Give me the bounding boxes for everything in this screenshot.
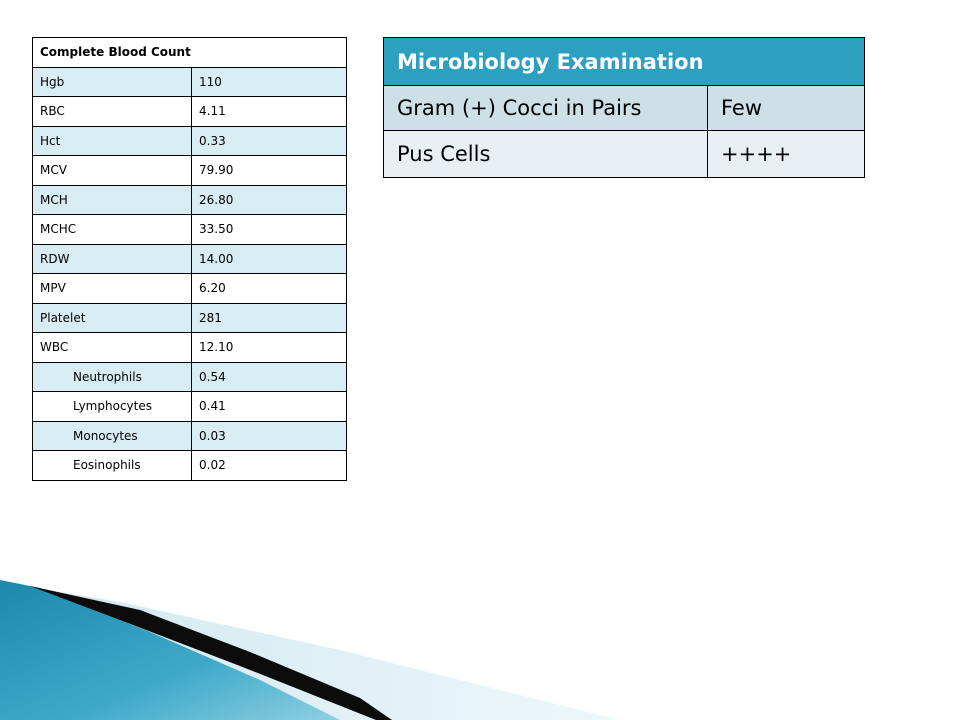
cbc-label-platelet: Platelet: [32, 302, 192, 333]
table-row: Hct 0.33: [32, 125, 347, 156]
cbc-value-rdw: 14.00: [191, 243, 347, 274]
cbc-value-hct: 0.33: [191, 125, 347, 156]
table-row: Platelet 281: [32, 302, 347, 333]
table-row: RBC 4.11: [32, 96, 347, 127]
cbc-title: Complete Blood Count: [32, 37, 347, 68]
cbc-value-hgb: 110: [191, 66, 347, 97]
cbc-value-mpv: 6.20: [191, 273, 347, 304]
cbc-label-mchc: MCHC: [32, 214, 192, 245]
cbc-label-lymphocytes: Lymphocytes: [32, 391, 192, 422]
micro-value-pus: ++++: [707, 130, 865, 178]
table-row: Pus Cells ++++: [383, 130, 865, 178]
cbc-label-mch: MCH: [32, 184, 192, 215]
cbc-header-row: Complete Blood Count: [32, 37, 347, 68]
cbc-value-mch: 26.80: [191, 184, 347, 215]
table-row: Eosinophils 0.02: [32, 450, 347, 481]
micro-title: Microbiology Examination: [383, 37, 865, 86]
cbc-label-hgb: Hgb: [32, 66, 192, 97]
cbc-label-mcv: MCV: [32, 155, 192, 186]
teal-wave-shape: [0, 580, 340, 720]
microbiology-table: Microbiology Examination Gram (+) Cocci …: [383, 37, 865, 178]
cbc-value-mchc: 33.50: [191, 214, 347, 245]
cbc-label-neutrophils: Neutrophils: [32, 361, 192, 392]
cbc-label-eosinophils: Eosinophils: [32, 450, 192, 481]
dark-swoosh-shape: [30, 586, 392, 720]
cbc-label-rbc: RBC: [32, 96, 192, 127]
cbc-label-rdw: RDW: [32, 243, 192, 274]
cbc-value-mcv: 79.90: [191, 155, 347, 186]
table-row: MCHC 33.50: [32, 214, 347, 245]
cbc-label-monocytes: Monocytes: [32, 420, 192, 451]
table-row: Hgb 110: [32, 66, 347, 97]
cbc-value-eosinophils: 0.02: [191, 450, 347, 481]
cbc-table: Complete Blood Count Hgb 110 RBC 4.11 Hc…: [32, 37, 347, 481]
footer-wave-decoration: [0, 580, 620, 720]
table-row: RDW 14.00: [32, 243, 347, 274]
micro-label-gram: Gram (+) Cocci in Pairs: [383, 85, 708, 131]
cbc-value-rbc: 4.11: [191, 96, 347, 127]
micro-header-row: Microbiology Examination: [383, 37, 865, 86]
cbc-label-mpv: MPV: [32, 273, 192, 304]
cbc-value-platelet: 281: [191, 302, 347, 333]
cbc-value-wbc: 12.10: [191, 332, 347, 363]
table-row: MPV 6.20: [32, 273, 347, 304]
table-row: Monocytes 0.03: [32, 420, 347, 451]
cbc-value-neutrophils: 0.54: [191, 361, 347, 392]
micro-value-gram: Few: [707, 85, 865, 131]
table-row: Gram (+) Cocci in Pairs Few: [383, 85, 865, 131]
cbc-value-lymphocytes: 0.41: [191, 391, 347, 422]
table-row: Lymphocytes 0.41: [32, 391, 347, 422]
cbc-value-monocytes: 0.03: [191, 420, 347, 451]
micro-label-pus: Pus Cells: [383, 130, 708, 178]
cbc-label-wbc: WBC: [32, 332, 192, 363]
table-row: Neutrophils 0.54: [32, 361, 347, 392]
cbc-label-hct: Hct: [32, 125, 192, 156]
table-row: MCV 79.90: [32, 155, 347, 186]
table-row: WBC 12.10: [32, 332, 347, 363]
table-row: MCH 26.80: [32, 184, 347, 215]
